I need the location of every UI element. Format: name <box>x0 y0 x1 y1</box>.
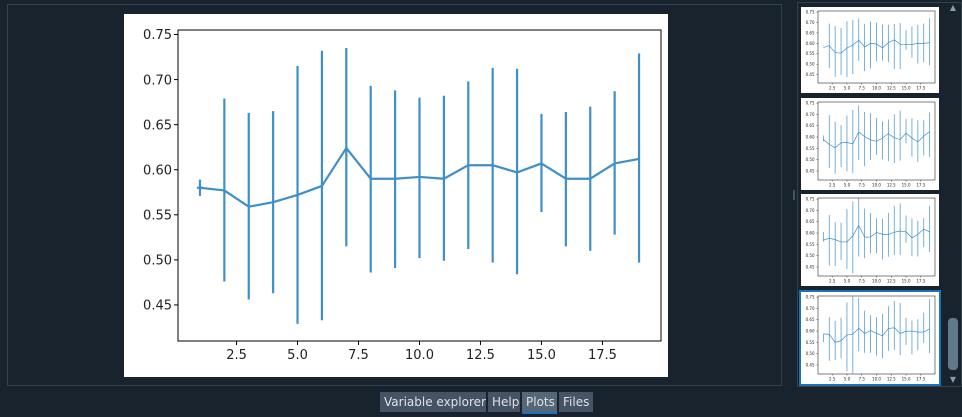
thumbnail-chart: 2.5 5.0 7.5 10.0 12.5 15.0 17.5 0.45 0.50 0.55 0.6… <box>806 197 936 284</box>
svg-text:0.50: 0.50 <box>806 253 815 258</box>
svg-text:17.5: 17.5 <box>916 183 925 188</box>
y-tick-label: 0.50 <box>143 254 172 269</box>
thumbnail-scrollbar[interactable]: ▲ ▼ <box>946 4 960 384</box>
svg-text:15.0: 15.0 <box>902 377 911 382</box>
plot-viewer: 2.5 5.0 7.5 10.0 12.5 15.0 17.5 0.45 0.50 0.55 0.6… <box>7 4 782 386</box>
thumbnail-list: 2.5 5.0 7.5 10.0 12.5 15.0 17.5 0.45 0.50 0.55 0.6… <box>797 2 962 387</box>
svg-text:12.5: 12.5 <box>887 86 896 91</box>
svg-text:0.65: 0.65 <box>806 123 815 128</box>
tab-variable-explorer[interactable]: Variable explorer <box>380 392 486 412</box>
svg-text:0.65: 0.65 <box>806 317 815 322</box>
svg-text:0.60: 0.60 <box>806 230 815 235</box>
svg-text:0.75: 0.75 <box>806 197 815 202</box>
y-tick-label: 0.65 <box>143 118 172 133</box>
svg-text:15.0: 15.0 <box>902 86 911 91</box>
splitter-grip <box>793 190 795 200</box>
svg-text:12.5: 12.5 <box>887 377 896 382</box>
tab-help[interactable]: Help <box>488 392 520 412</box>
svg-text:7.5: 7.5 <box>859 86 866 91</box>
x-tick-label: 17.5 <box>588 348 617 363</box>
svg-text:7.5: 7.5 <box>859 183 866 188</box>
pane-splitter[interactable] <box>790 0 798 390</box>
svg-text:0.70: 0.70 <box>806 306 815 311</box>
y-tick-label: 0.60 <box>143 163 172 178</box>
svg-text:7.5: 7.5 <box>859 279 866 284</box>
svg-text:2.5: 2.5 <box>829 377 836 382</box>
pane-tabbar: Variable explorer Help Plots Files <box>0 390 962 417</box>
svg-text:10.0: 10.0 <box>872 183 881 188</box>
svg-text:0.55: 0.55 <box>806 242 815 247</box>
svg-text:17.5: 17.5 <box>916 279 925 284</box>
y-tick-label: 0.55 <box>143 208 172 223</box>
svg-text:0.60: 0.60 <box>806 328 815 333</box>
x-tick-label: 12.5 <box>466 348 495 363</box>
svg-text:0.50: 0.50 <box>806 351 815 356</box>
thumbnail-chart: 2.5 5.0 7.5 10.0 12.5 15.0 17.5 0.45 0.50 0.55 0.6… <box>806 101 936 188</box>
svg-text:15.0: 15.0 <box>902 183 911 188</box>
tab-plots[interactable]: Plots <box>522 392 557 414</box>
svg-text:17.5: 17.5 <box>916 86 925 91</box>
scroll-up-icon[interactable]: ▲ <box>949 3 957 12</box>
main-figure[interactable]: 2.5 5.0 7.5 10.0 12.5 15.0 17.5 0.45 0.50 0.55 0.6… <box>124 14 668 377</box>
svg-text:5.0: 5.0 <box>844 279 851 284</box>
x-tick-label: 2.5 <box>226 348 247 363</box>
svg-text:0.60: 0.60 <box>806 41 815 46</box>
svg-text:0.70: 0.70 <box>806 112 815 117</box>
svg-text:0.75: 0.75 <box>806 9 815 14</box>
thumbnail-1[interactable]: 2.5 5.0 7.5 10.0 12.5 15.0 17.5 0.45 0.50 0.55 0.6… <box>801 7 939 93</box>
svg-text:0.65: 0.65 <box>806 219 815 224</box>
svg-text:5.0: 5.0 <box>844 183 851 188</box>
svg-text:12.5: 12.5 <box>887 183 896 188</box>
thumbnail-chart: 2.5 5.0 7.5 10.0 12.5 15.0 17.5 0.45 0.50 0.55 0.6… <box>806 295 936 382</box>
svg-text:0.75: 0.75 <box>806 295 815 300</box>
svg-text:0.55: 0.55 <box>806 51 815 56</box>
thumbnail-chart: 2.5 5.0 7.5 10.0 12.5 15.0 17.5 0.45 0.50 0.55 0.6… <box>806 9 936 91</box>
svg-text:10.0: 10.0 <box>872 86 881 91</box>
y-tick-label: 0.70 <box>143 73 172 88</box>
svg-text:2.5: 2.5 <box>829 183 836 188</box>
svg-text:0.55: 0.55 <box>806 146 815 151</box>
svg-text:15.0: 15.0 <box>902 279 911 284</box>
svg-text:0.45: 0.45 <box>806 264 815 269</box>
scroll-down-icon[interactable]: ▼ <box>949 375 957 384</box>
thumbnail-3[interactable]: 2.5 5.0 7.5 10.0 12.5 15.0 17.5 0.45 0.50 0.55 0.6… <box>801 194 939 286</box>
svg-text:2.5: 2.5 <box>829 86 836 91</box>
svg-text:0.45: 0.45 <box>806 168 815 173</box>
svg-text:0.45: 0.45 <box>806 72 815 77</box>
y-tick-label: 0.45 <box>143 299 172 314</box>
x-tick-label: 15.0 <box>527 348 556 363</box>
x-tick-label: 10.0 <box>405 348 434 363</box>
y-tick-label: 0.75 <box>143 28 172 43</box>
svg-text:5.0: 5.0 <box>844 377 851 382</box>
svg-text:0.55: 0.55 <box>806 340 815 345</box>
svg-text:0.50: 0.50 <box>806 157 815 162</box>
svg-text:0.70: 0.70 <box>806 208 815 213</box>
x-tick-label: 5.0 <box>287 348 308 363</box>
svg-text:2.5: 2.5 <box>829 279 836 284</box>
svg-text:0.50: 0.50 <box>806 62 815 67</box>
thumbnail-2[interactable]: 2.5 5.0 7.5 10.0 12.5 15.0 17.5 0.45 0.50 0.55 0.6… <box>801 98 939 190</box>
svg-text:12.5: 12.5 <box>887 279 896 284</box>
svg-text:0.75: 0.75 <box>806 101 815 106</box>
svg-text:0.65: 0.65 <box>806 30 815 35</box>
svg-text:0.60: 0.60 <box>806 134 815 139</box>
scrollbar-handle[interactable] <box>948 318 958 370</box>
svg-text:0.70: 0.70 <box>806 20 815 25</box>
svg-text:0.45: 0.45 <box>806 362 815 367</box>
svg-text:5.0: 5.0 <box>844 86 851 91</box>
main-chart-svg: 2.5 5.0 7.5 10.0 12.5 15.0 17.5 0.45 0.50 0.55 0.6… <box>143 28 662 363</box>
svg-text:7.5: 7.5 <box>859 377 866 382</box>
svg-text:17.5: 17.5 <box>916 377 925 382</box>
x-tick-label: 7.5 <box>348 348 369 363</box>
tab-files[interactable]: Files <box>559 392 593 412</box>
thumbnail-4[interactable]: 2.5 5.0 7.5 10.0 12.5 15.0 17.5 0.45 0.50 0.55 0.6… <box>799 290 941 386</box>
svg-text:10.0: 10.0 <box>872 377 881 382</box>
svg-text:10.0: 10.0 <box>872 279 881 284</box>
